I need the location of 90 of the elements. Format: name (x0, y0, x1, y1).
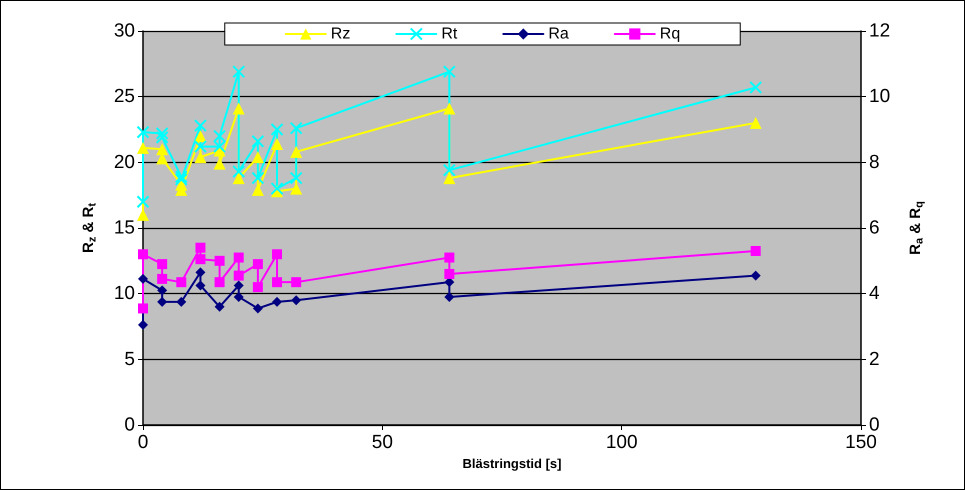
point (214, 277, 225, 288)
legend-label: Rt (441, 26, 458, 42)
point (156, 130, 169, 144)
legend-label: Ra (548, 26, 569, 42)
point (195, 280, 206, 290)
point (232, 102, 245, 114)
point (290, 172, 303, 185)
point (442, 164, 456, 177)
point (271, 138, 284, 150)
y-axis-title: Rz & Rt (80, 202, 98, 254)
point (442, 65, 456, 78)
point (195, 242, 206, 253)
point (444, 252, 454, 263)
point (194, 151, 206, 164)
point (138, 303, 148, 314)
y2-tick-label: 8 (869, 152, 880, 173)
point (290, 146, 302, 158)
point (252, 259, 263, 270)
y-tick-label: 15 (114, 218, 135, 238)
point (750, 270, 761, 281)
point (272, 249, 282, 260)
y-tick-label: 10 (114, 283, 135, 304)
point (234, 270, 244, 281)
point (136, 126, 150, 139)
x-tick-label: 100 (606, 432, 638, 453)
point (137, 142, 149, 154)
point (750, 116, 762, 129)
point (194, 130, 206, 142)
y-tick-label: 0 (124, 414, 135, 436)
y-tick-label: 5 (124, 348, 135, 370)
y2-axis-title: Ra & Rq (907, 201, 926, 255)
point (157, 274, 168, 284)
point (291, 295, 302, 306)
x-tick-label: 0 (138, 432, 148, 453)
point (232, 165, 246, 178)
point (251, 172, 264, 185)
point (750, 246, 761, 256)
point (749, 80, 762, 94)
point (174, 172, 188, 186)
point (195, 254, 206, 264)
point (252, 151, 264, 164)
point (290, 182, 302, 195)
y2-tick-label: 2 (869, 348, 880, 370)
point (138, 320, 148, 330)
legend-label: Rq (660, 26, 680, 42)
point (156, 126, 169, 140)
point (157, 285, 168, 296)
point (444, 277, 454, 288)
point (251, 134, 264, 148)
point (214, 158, 226, 170)
point (443, 172, 456, 184)
y2-tick-label: 12 (869, 20, 890, 42)
legend-label: Rz (330, 26, 350, 42)
point (232, 65, 246, 78)
point (194, 140, 207, 154)
x-tick-label: 50 (372, 432, 393, 453)
point (234, 252, 244, 263)
point (194, 119, 207, 132)
point (252, 282, 263, 292)
point (270, 182, 284, 196)
point (444, 292, 454, 302)
point (176, 296, 186, 307)
y2-tick-label: 4 (869, 283, 880, 304)
point (157, 259, 168, 270)
point (136, 195, 150, 208)
point (214, 256, 225, 266)
point (138, 274, 148, 284)
point (138, 249, 148, 260)
point (156, 143, 168, 156)
point (214, 302, 225, 312)
x-axis-title: Blästringstid [s] (462, 456, 562, 471)
point (290, 122, 303, 135)
y2-tick-label: 10 (869, 86, 890, 108)
point (444, 268, 454, 279)
point (272, 296, 282, 307)
point (252, 303, 263, 314)
point (176, 277, 186, 288)
y2-tick-label: 6 (869, 218, 880, 238)
point (157, 296, 168, 307)
y-tick-label: 30 (114, 20, 135, 42)
point (270, 123, 284, 136)
y-tick-label: 25 (114, 86, 135, 108)
point (291, 277, 302, 288)
point (443, 102, 456, 114)
point (272, 277, 282, 288)
y-tick-label: 20 (114, 152, 135, 173)
point (234, 280, 244, 290)
point (174, 170, 188, 184)
point (195, 267, 206, 278)
point (234, 292, 244, 302)
